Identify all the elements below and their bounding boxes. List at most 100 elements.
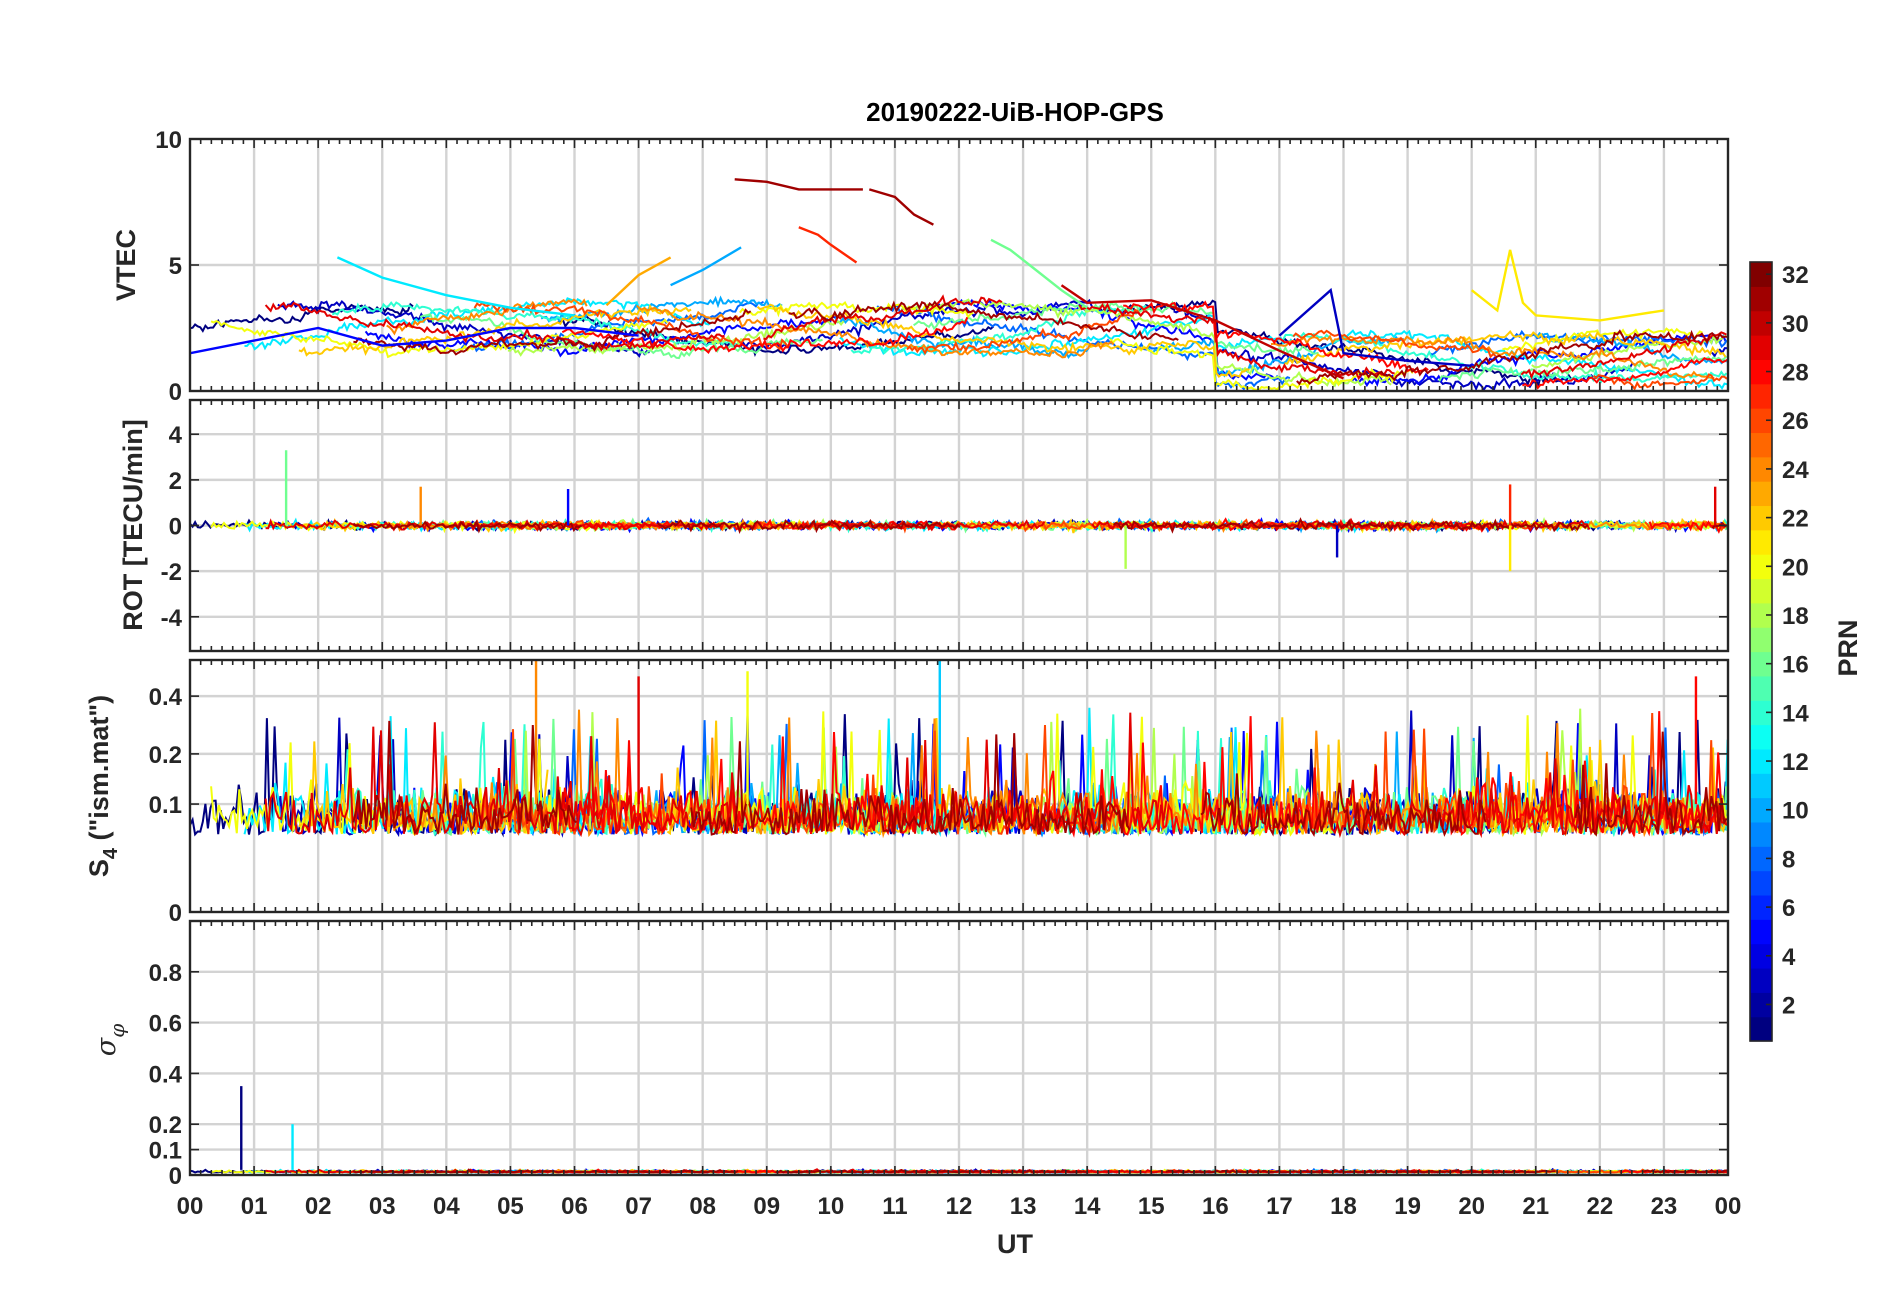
x-axis: 00 01 02 03 04 05 06 07 08 09 10 11 12 13 14 15 16 17 18 19… <box>177 1193 1742 1220</box>
x-tick-label: 16 <box>1202 1193 1229 1220</box>
prn-31-series <box>868 188 934 226</box>
x-tick-label: 01 <box>241 1193 268 1220</box>
colorbar-segment <box>1750 262 1772 287</box>
y-axis-label-rest: ("ism.mat") <box>84 695 114 848</box>
x-tick-label: 00 <box>177 1193 204 1220</box>
colorbar-segment <box>1750 335 1772 360</box>
y-tick-label: 10 <box>155 127 182 154</box>
colorbar-segment <box>1750 675 1772 701</box>
panel-vtec-traces <box>190 178 1728 391</box>
y-tick-label: -4 <box>161 605 183 632</box>
colorbar-segment <box>1750 846 1772 872</box>
prn-trace <box>1592 373 1728 391</box>
colorbar-tick-label: 8 <box>1782 846 1795 873</box>
colorbar-segment <box>1750 894 1772 920</box>
prn-trace <box>906 308 1144 356</box>
colorbar-segment <box>1750 481 1772 507</box>
colorbar-tick-label: 4 <box>1782 944 1796 971</box>
colorbar-segment <box>1750 1016 1772 1042</box>
colorbar-segment <box>1750 821 1772 847</box>
panel-rot-ticks <box>189 400 1729 651</box>
y-axis-label-sigma: σ <box>91 1036 122 1056</box>
y-tick-label: 5 <box>169 253 182 280</box>
prn-trace <box>561 316 969 354</box>
y-tick-label: 0.8 <box>149 960 182 987</box>
prn-trace <box>1574 731 1728 837</box>
y-axis-label-main: S <box>84 859 114 877</box>
colorbar-tick-label: 24 <box>1782 457 1809 484</box>
panel-vtec-ticks <box>189 139 1729 391</box>
prn-27-series <box>798 226 858 264</box>
colorbar-segment <box>1750 627 1772 653</box>
colorbar-tick-label: 18 <box>1782 603 1809 630</box>
prn-trace <box>1165 1168 1556 1174</box>
colorbar-segment <box>1750 432 1772 458</box>
prn-10-series <box>670 246 742 287</box>
colorbar-segment <box>1750 383 1772 409</box>
colorbar-segment <box>1750 943 1772 969</box>
prn-30-series <box>1060 284 1344 380</box>
prn-trace <box>1098 299 1573 390</box>
x-tick-label: 20 <box>1458 1193 1485 1220</box>
x-tick-label: 09 <box>753 1193 780 1220</box>
prn-trace <box>1711 347 1728 358</box>
prn-trace <box>1520 331 1727 380</box>
panel-rot: -4 -2 0 2 4 ROT [TECU/min] <box>118 398 1730 653</box>
prn-trace <box>788 300 1179 341</box>
colorbar-label: PRN <box>1833 619 1863 676</box>
prn-trace <box>913 300 1319 356</box>
x-tick-label: 02 <box>305 1193 332 1220</box>
x-tick-label: 15 <box>1138 1193 1165 1220</box>
prn-trace <box>839 313 1297 358</box>
prn-23-series <box>605 256 672 307</box>
colorbar-segment <box>1750 456 1772 482</box>
y-tick-label: 4 <box>169 422 183 449</box>
prn-trace <box>352 1168 739 1174</box>
prn-trace <box>1531 333 1727 369</box>
prn-trace <box>507 320 845 357</box>
panel-sigma_phi-grid <box>190 921 1728 1175</box>
colorbar-segment <box>1750 408 1772 434</box>
prn-trace <box>1502 327 1703 352</box>
x-tick-label: 17 <box>1266 1193 1293 1220</box>
x-tick-label: 00 <box>1715 1193 1742 1220</box>
prn-trace <box>264 301 725 352</box>
panel-rot-traces <box>190 450 1728 572</box>
panel-s4: 0 0.1 0.2 0.4 S4 ("ism.mat") <box>84 658 1730 927</box>
prn-trace <box>331 301 741 348</box>
y-tick-label: -2 <box>161 559 182 586</box>
y-axis-label: σφ <box>91 1024 129 1056</box>
colorbar-segment <box>1750 967 1772 993</box>
colorbar-segment <box>1750 505 1772 531</box>
prn-trace <box>264 722 741 838</box>
x-axis-label: UT <box>997 1229 1033 1259</box>
y-tick-label: 0 <box>169 379 182 406</box>
prn-trace <box>473 519 681 531</box>
colorbar-segment <box>1750 359 1772 385</box>
x-tick-label: 11 <box>882 1193 907 1220</box>
prn-trace <box>386 298 588 336</box>
x-tick-label: 04 <box>433 1193 460 1220</box>
colorbar-tick-label: 30 <box>1782 311 1809 338</box>
colorbar-tick-label: 12 <box>1782 749 1809 776</box>
prn-trace <box>1438 354 1728 382</box>
prn-trace <box>775 1169 1089 1174</box>
colorbar-segment <box>1750 748 1772 774</box>
y-tick-label: 0.4 <box>149 1061 183 1088</box>
colorbar-segment <box>1750 724 1772 750</box>
colorbar-segment <box>1750 286 1772 312</box>
x-tick-label: 08 <box>689 1193 716 1220</box>
y-tick-label: 0.1 <box>149 792 182 819</box>
colorbar-tick-label: 20 <box>1782 554 1809 581</box>
prn-31-series <box>734 178 863 191</box>
colorbar-tick-label: 28 <box>1782 360 1809 387</box>
colorbar-segment <box>1750 992 1772 1018</box>
colorbar-segment <box>1750 602 1772 628</box>
colorbar-segment <box>1750 700 1772 726</box>
prn-trace <box>985 716 1324 838</box>
x-tick-label: 14 <box>1074 1193 1101 1220</box>
y-axis-label: S4 ("ism.mat") <box>84 695 122 877</box>
colorbar-segment <box>1750 919 1772 945</box>
